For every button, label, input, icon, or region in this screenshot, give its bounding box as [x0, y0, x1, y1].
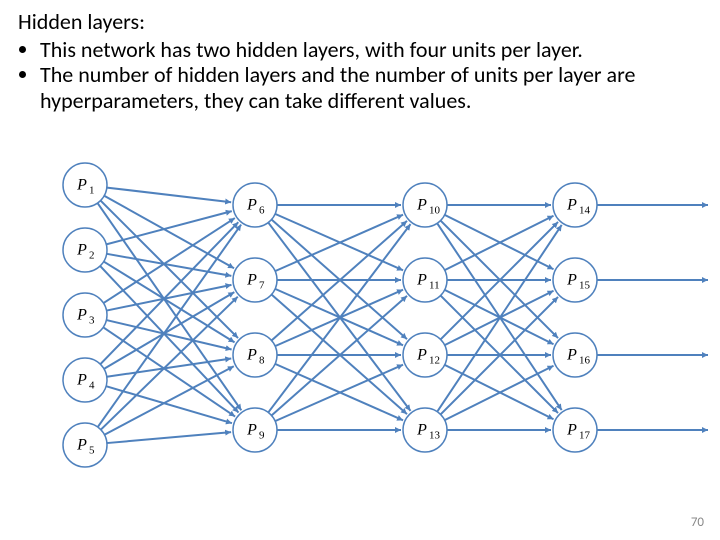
node-label: P: [416, 197, 427, 214]
node-subscript: 12: [429, 355, 440, 367]
edge: [100, 222, 238, 364]
edges-group: [98, 188, 708, 443]
node-label: P: [246, 422, 257, 439]
node-label: P: [416, 272, 427, 289]
edge: [107, 432, 231, 443]
network-diagram: P1P2P3P4P5P6P7P8P9P10P11P12P13P14P15P16P…: [0, 0, 720, 540]
node-subscript: 15: [579, 280, 591, 292]
node-subscript: 13: [429, 430, 441, 442]
node-label: P: [246, 347, 257, 364]
node-label: P: [246, 272, 257, 289]
node-subscript: 8: [259, 355, 265, 367]
edge: [107, 188, 231, 203]
edge: [106, 320, 231, 349]
node-label: P: [416, 347, 427, 364]
page-number: 70: [691, 515, 704, 530]
node-subscript: 9: [259, 430, 265, 442]
node-subscript: 11: [429, 280, 440, 292]
edge: [98, 203, 242, 410]
node-subscript: 5: [89, 445, 95, 457]
edge: [106, 211, 232, 244]
nodes-group: P1P2P3P4P5P6P7P8P9P10P11P12P13P14P15P16P…: [63, 163, 597, 467]
edge: [104, 366, 233, 434]
node-subscript: 6: [259, 205, 265, 217]
node-label: P: [566, 347, 577, 364]
node-subscript: 2: [89, 250, 95, 262]
node-label: P: [76, 242, 87, 259]
node-label: P: [76, 372, 87, 389]
node-label: P: [76, 307, 87, 324]
slide: Hidden layers: This network has two hidd…: [0, 0, 720, 540]
node-label: P: [76, 437, 87, 454]
node-label: P: [566, 272, 577, 289]
node-label: P: [246, 197, 257, 214]
edge: [106, 386, 232, 423]
node-subscript: 1: [89, 185, 95, 197]
node-label: P: [76, 177, 87, 194]
node-label: P: [416, 422, 427, 439]
node-subscript: 14: [579, 205, 591, 217]
node-subscript: 7: [259, 280, 265, 292]
node-subscript: 16: [579, 355, 591, 367]
node-subscript: 10: [429, 205, 441, 217]
edge: [98, 225, 241, 427]
node-subscript: 17: [579, 430, 591, 442]
node-subscript: 4: [89, 380, 95, 392]
node-label: P: [566, 422, 577, 439]
node-subscript: 3: [89, 315, 95, 327]
node-label: P: [566, 197, 577, 214]
edge: [101, 297, 238, 430]
